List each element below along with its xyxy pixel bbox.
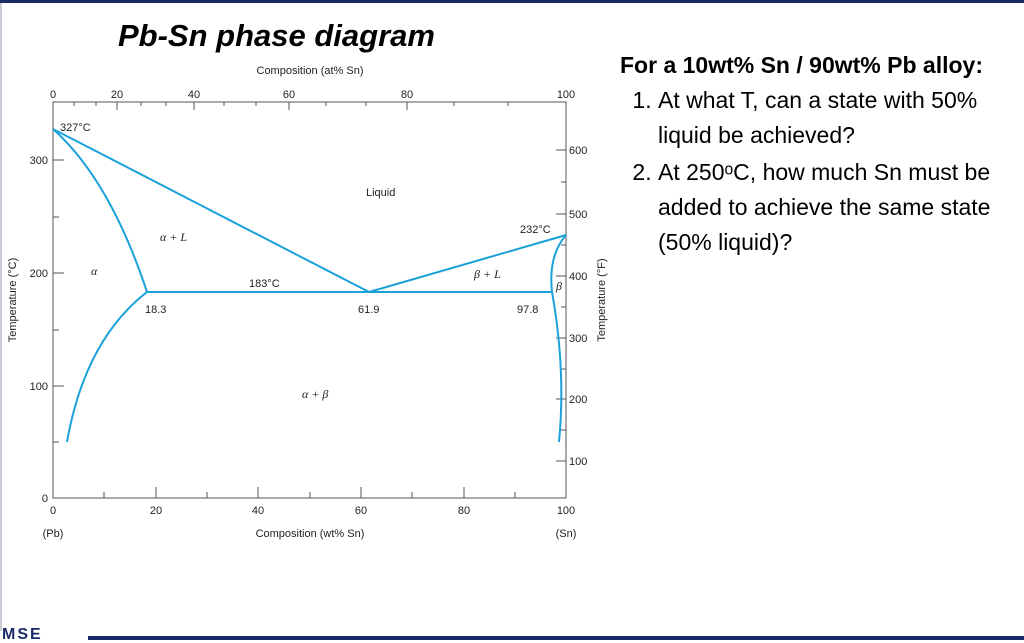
- top-tick-label: 60: [283, 89, 295, 101]
- eutectic-temp-label: 183°C: [249, 278, 280, 290]
- phase-boundaries: [52, 128, 567, 443]
- left-tick-label: 200: [30, 268, 48, 280]
- top-rule: [0, 0, 1024, 3]
- alpha-region-label: α: [91, 264, 98, 278]
- bottom-rule: [88, 636, 1024, 640]
- top-tick-label: 40: [188, 89, 200, 101]
- right-axis-ticks: [556, 149, 566, 462]
- phase-diagram: Composition (at% Sn) 0 20 40 60 80 100 3…: [7, 65, 608, 540]
- solidus-alpha-curve: [52, 128, 148, 293]
- bottom-axis-ticks: [103, 487, 516, 498]
- slide-title: Pb-Sn phase diagram: [118, 18, 435, 53]
- right-tick-label: 500: [569, 209, 587, 221]
- right-axis-title: Temperature (°F): [596, 258, 608, 341]
- right-tick-label: 400: [569, 271, 587, 283]
- plot-frame: [52, 101, 567, 499]
- alpha-liquid-region-label: α + L: [160, 230, 187, 244]
- question-list: At what T, can a state with 50% liquid b…: [620, 83, 1015, 260]
- right-tick-label: 600: [569, 145, 587, 157]
- eutectic-comp-label: 61.9: [358, 304, 379, 316]
- top-tick-label: 20: [111, 89, 123, 101]
- solvus-beta-curve: [551, 291, 563, 443]
- top-axis-ticks: [52, 102, 509, 110]
- right-tick-label: 100: [569, 456, 587, 468]
- bottom-tick-label: 100: [557, 505, 575, 517]
- pb-melting-label: 327°C: [60, 122, 91, 134]
- liquidus-left-line: [52, 128, 370, 293]
- left-rule: [0, 3, 2, 631]
- bottom-tick-label: 20: [150, 505, 162, 517]
- beta-region-label: β: [555, 279, 562, 293]
- bottom-axis-title: Composition (wt% Sn): [256, 528, 365, 540]
- bottom-tick-label: 0: [50, 505, 56, 517]
- footer-logo: MSE: [2, 626, 43, 643]
- bottom-tick-label: 80: [458, 505, 470, 517]
- solvus-alpha-curve: [66, 291, 148, 443]
- beta-liquid-region-label: β + L: [473, 267, 501, 281]
- right-tick-label: 200: [569, 394, 587, 406]
- sn-melting-label: 232°C: [520, 224, 551, 236]
- question-panel: For a 10wt% Sn / 90wt% Pb alloy: At what…: [620, 48, 1015, 262]
- left-axis-ticks: [53, 159, 64, 499]
- beta-limit-label: 97.8: [517, 304, 538, 316]
- alpha-limit-label: 18.3: [145, 304, 166, 316]
- top-tick-label: 80: [401, 89, 413, 101]
- bottom-tick-label: 40: [252, 505, 264, 517]
- right-tick-label: 300: [569, 333, 587, 345]
- liquidus-right-line: [368, 234, 567, 293]
- top-tick-label: 100: [557, 89, 575, 101]
- left-tick-label: 300: [30, 155, 48, 167]
- left-tick-label: 100: [30, 381, 48, 393]
- alpha-beta-region-label: α + β: [302, 387, 328, 401]
- question-item-2: At 250ᵒC, how much Sn must be added to a…: [658, 155, 1015, 260]
- sn-end-label: (Sn): [556, 528, 577, 540]
- top-axis-title: Composition (at% Sn): [257, 65, 364, 77]
- solidus-beta-curve: [550, 234, 567, 293]
- liquid-region-label: Liquid: [366, 187, 395, 199]
- top-tick-label: 0: [50, 89, 56, 101]
- question-item-1: At what T, can a state with 50% liquid b…: [658, 83, 1015, 153]
- left-tick-label: 0: [42, 493, 48, 505]
- bottom-tick-label: 60: [355, 505, 367, 517]
- left-axis-title: Temperature (°C): [7, 258, 19, 342]
- pb-end-label: (Pb): [43, 528, 64, 540]
- question-heading: For a 10wt% Sn / 90wt% Pb alloy:: [620, 52, 983, 78]
